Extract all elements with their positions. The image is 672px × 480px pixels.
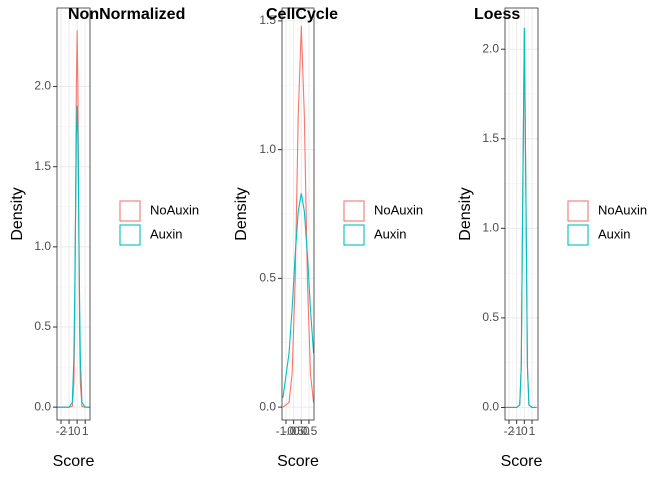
x-tick-label: 1	[82, 424, 89, 438]
x-tick-label: 0	[74, 424, 81, 438]
y-tick-label: 1.5	[259, 13, 276, 27]
density-line	[57, 105, 90, 408]
legend-key	[119, 200, 141, 222]
density-line	[282, 26, 315, 408]
legend-key	[119, 224, 141, 246]
legend-key	[567, 200, 589, 222]
legend-label: Auxin	[374, 226, 407, 241]
legend-key	[343, 224, 365, 246]
y-tick-label: 1.5	[482, 131, 499, 145]
panel-border	[56, 7, 91, 421]
panel-border	[281, 7, 315, 421]
y-tick-label: 0.0	[259, 399, 276, 413]
y-axis-label: Density	[457, 187, 474, 240]
x-tick-label: 0.0	[293, 424, 310, 438]
y-tick-label: 0.5	[482, 310, 499, 324]
legend-label: NoAuxin	[150, 202, 199, 217]
y-tick-label: 1.0	[482, 221, 499, 235]
y-tick-label: 2.0	[482, 41, 499, 55]
y-tick-label: 0.0	[34, 399, 51, 413]
density-line	[282, 193, 315, 398]
y-tick-label: 1.0	[34, 239, 51, 253]
legend-key	[567, 224, 589, 246]
x-axis-label: Score	[501, 453, 543, 470]
y-tick-label: 0.0	[482, 400, 499, 414]
panel-title: Loess	[474, 6, 520, 23]
legend-label: Auxin	[598, 226, 631, 241]
y-tick-label: 1.0	[259, 142, 276, 156]
y-axis-label: Density	[233, 187, 250, 240]
x-tick-label: 0.5	[301, 424, 318, 438]
x-tick-label: -2	[504, 424, 515, 438]
x-tick-label: -1	[64, 424, 75, 438]
y-tick-label: 0.5	[259, 271, 276, 285]
x-tick-label: -1	[511, 424, 522, 438]
legend-label: Auxin	[150, 226, 183, 241]
panel-title: CellCycle	[266, 6, 338, 23]
legend-label: NoAuxin	[374, 202, 423, 217]
x-tick-label: -1.0	[276, 424, 297, 438]
y-tick-label: 2.0	[34, 79, 51, 93]
x-tick-label: -2	[56, 424, 67, 438]
panel-title: NonNormalized	[68, 6, 185, 23]
y-tick-label: 1.5	[34, 159, 51, 173]
x-tick-label: -0.5	[283, 424, 304, 438]
x-tick-label: 1	[529, 424, 536, 438]
y-axis-label: Density	[9, 187, 26, 240]
panel-border	[504, 7, 539, 421]
x-axis-label: Score	[53, 453, 95, 470]
y-tick-label: 0.5	[34, 319, 51, 333]
x-tick-label: 0	[521, 424, 528, 438]
legend-label: NoAuxin	[598, 202, 647, 217]
density-line	[505, 27, 537, 409]
x-axis-label: Score	[277, 453, 319, 470]
legend-key	[343, 200, 365, 222]
